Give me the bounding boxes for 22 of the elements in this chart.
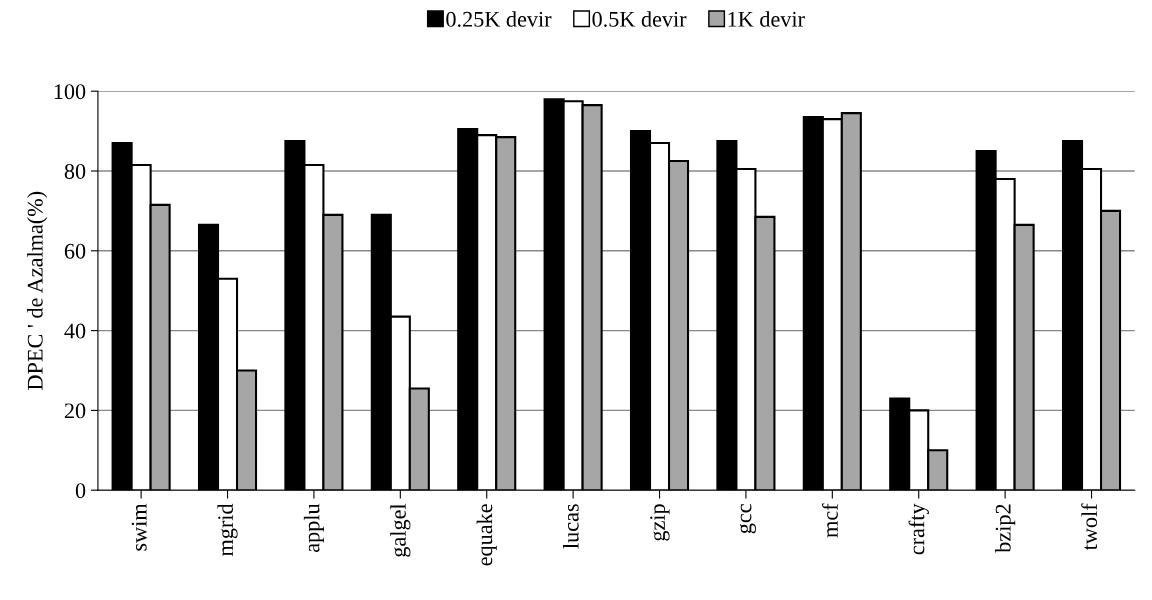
x-tick-label: bzip2	[995, 504, 1016, 553]
y-tick-label: 80	[64, 163, 86, 179]
y-tick-label: 0	[75, 483, 86, 499]
y-axis-title: DPEC ' de Azalma(%)	[27, 191, 48, 390]
x-tick-label: lucas	[563, 504, 579, 549]
y-tick-label: 60	[64, 243, 86, 259]
x-tick-label: equake	[476, 504, 497, 566]
x-tick-label: galgel	[390, 503, 411, 557]
legend-label: 0.25K devir	[446, 11, 552, 27]
y-tick-label: 40	[64, 323, 86, 339]
x-tick-label: crafty	[908, 503, 929, 555]
legend-label: 1K devir	[728, 11, 805, 27]
x-tick-label: gzip	[650, 504, 670, 541]
x-tick-label: gcc	[739, 504, 756, 534]
x-tick-label: twolf	[1081, 503, 1098, 551]
x-tick-label: applu	[303, 503, 324, 552]
y-tick-label: 20	[64, 403, 86, 419]
y-tick-label: 100	[54, 84, 86, 100]
x-tick-label: mcf	[822, 503, 838, 538]
legend-label: 0.5K devir	[592, 11, 687, 27]
x-tick-label: swim	[131, 503, 147, 551]
x-tick-label: mgrid	[217, 503, 238, 557]
